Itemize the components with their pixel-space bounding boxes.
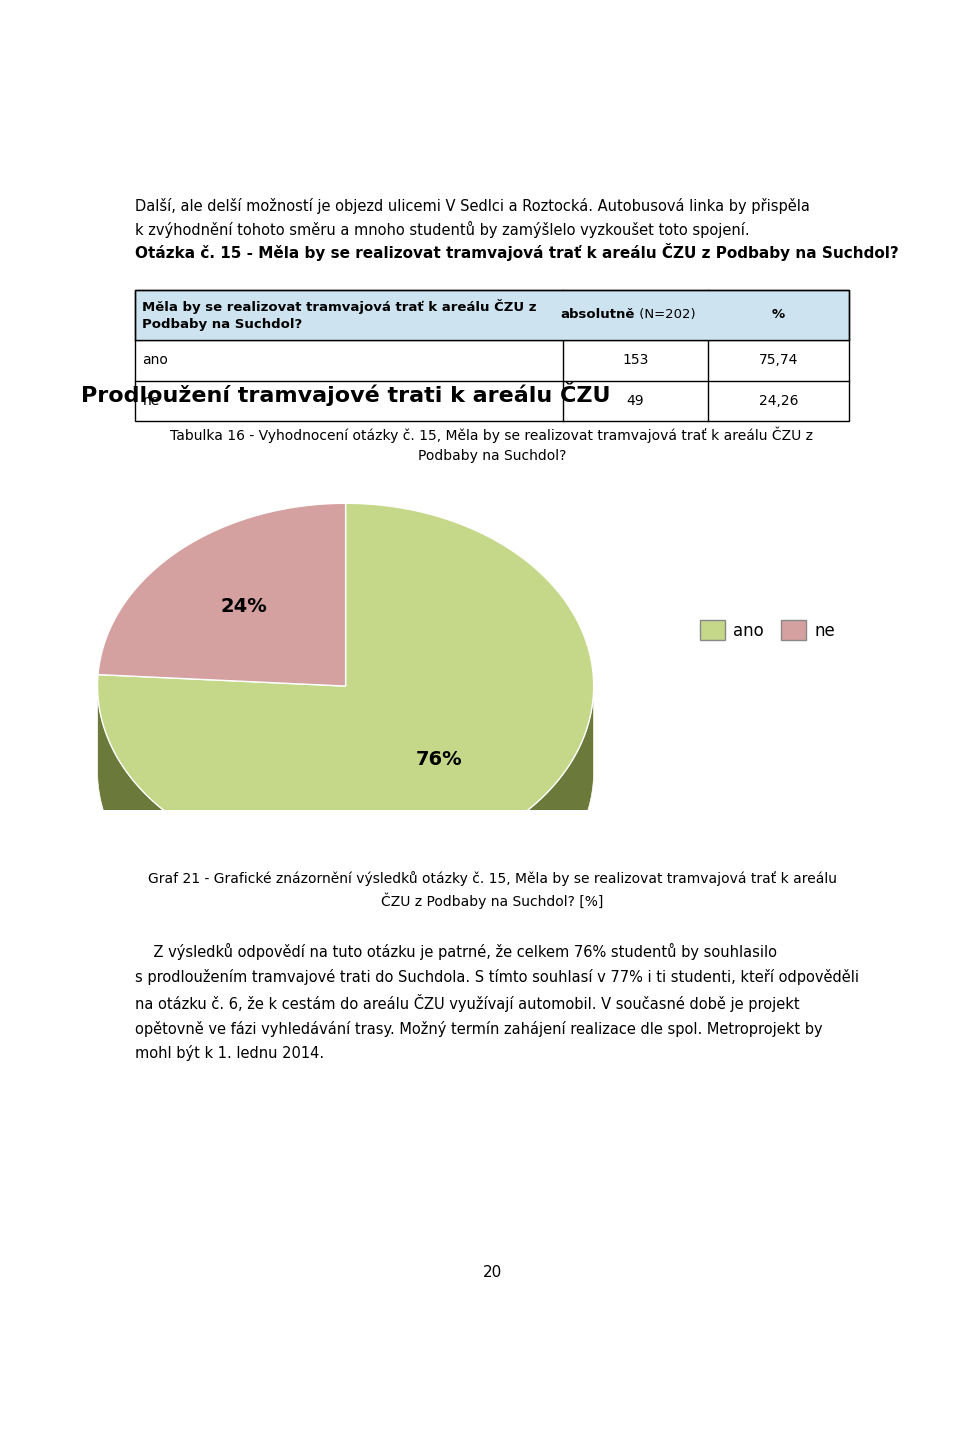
Text: Otázka č. 15 - Měla by se realizovat tramvajová trať k areálu ČZU z Podbaby na S: Otázka č. 15 - Měla by se realizovat tra… <box>134 243 899 261</box>
Text: ne: ne <box>142 394 159 408</box>
Text: absolutně: absolutně <box>561 308 636 321</box>
Text: 20: 20 <box>482 1264 502 1280</box>
Text: 49: 49 <box>627 394 644 408</box>
Text: ano: ano <box>142 353 168 368</box>
Text: 75,74: 75,74 <box>758 353 798 368</box>
Bar <box>134 290 849 340</box>
Text: (N=202): (N=202) <box>636 308 696 321</box>
Text: Graf 21 - Grafické znázornění výsledků otázky č. 15, Měla by se realizovat tramv: Graf 21 - Grafické znázornění výsledků o… <box>148 870 836 909</box>
Polygon shape <box>98 686 593 954</box>
Text: Další, ale delší možností je objezd ulicemi V Sedlci a Roztocká. Autobusová link: Další, ale delší možností je objezd ulic… <box>134 198 809 239</box>
Text: 76%: 76% <box>416 750 463 769</box>
Text: Měla by se realizovat tramvajová trať k areálu ČZU z
Podbaby na Suchdol?: Měla by se realizovat tramvajová trať k … <box>142 298 537 330</box>
Text: Z výsledků odpovědí na tuto otázku je patrné, že celkem 76% studentů by souhlasi: Z výsledků odpovědí na tuto otázku je pa… <box>134 943 859 1061</box>
Polygon shape <box>98 504 593 869</box>
Legend: ano, ne: ano, ne <box>693 614 842 647</box>
Text: 24,26: 24,26 <box>758 394 798 408</box>
Title: Prodloužení tramvajové trati k areálu ČZU: Prodloužení tramvajové trati k areálu ČZ… <box>81 382 611 405</box>
Text: 153: 153 <box>622 353 648 368</box>
Text: Tabulka 16 - Vyhodnocení otázky č. 15, Měla by se realizovat tramvajová trať k a: Tabulka 16 - Vyhodnocení otázky č. 15, M… <box>171 427 813 463</box>
Text: 24%: 24% <box>221 597 267 615</box>
Polygon shape <box>98 504 346 686</box>
Text: %: % <box>772 308 785 321</box>
